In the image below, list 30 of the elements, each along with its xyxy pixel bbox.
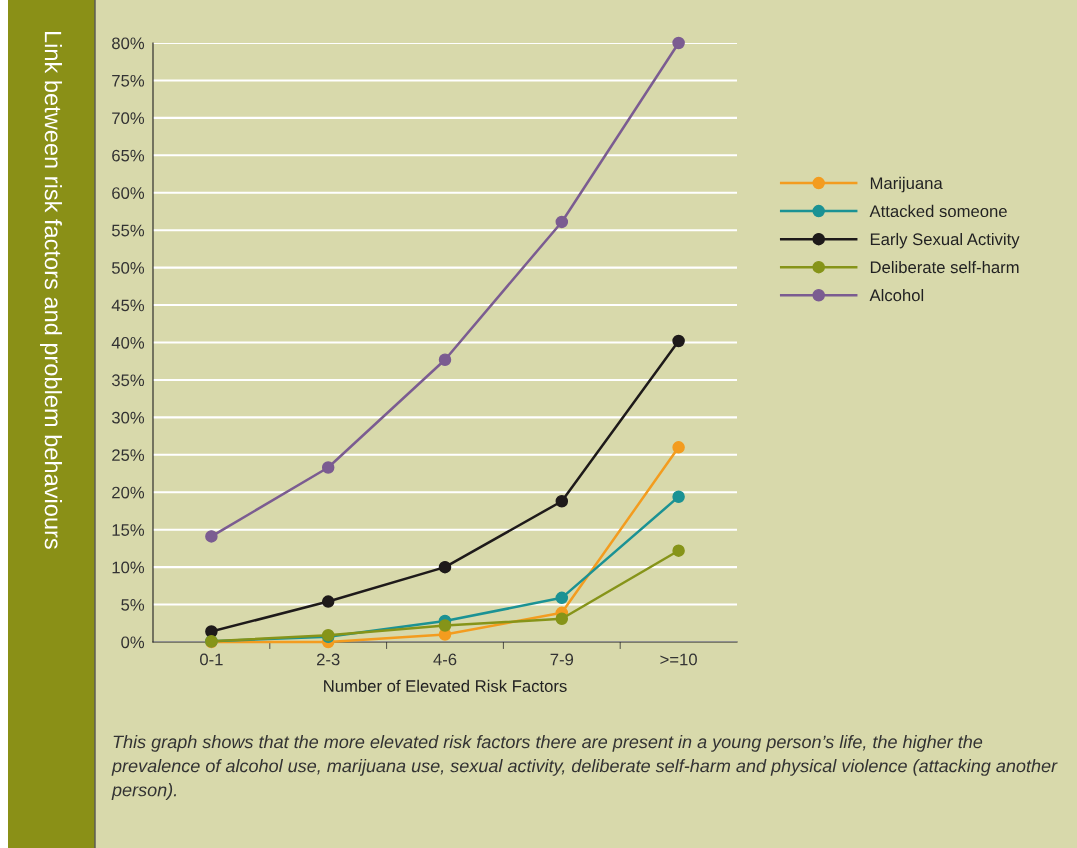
- legend-label: Deliberate self-harm: [870, 260, 1019, 274]
- legend-label: Attacked someone: [869, 204, 1007, 218]
- x-tick-label: 2-3: [317, 653, 340, 666]
- x-axis-title: Number of Elevated Risk Factors: [324, 679, 567, 692]
- y-tick-label: 55%: [111, 224, 145, 237]
- y-tick-label: 80%: [112, 37, 145, 50]
- y-tick-label: 60%: [112, 187, 145, 199]
- text: Link between risk factors and problem behaviours: [40, 31, 62, 549]
- x-tick-label: 7-9: [550, 653, 574, 666]
- legend-label: Marijuana: [870, 176, 943, 193]
- x-tick-label: 4-6: [433, 653, 457, 666]
- y-tick-label: 45%: [111, 299, 145, 312]
- y-tick-label: 70%: [112, 112, 145, 125]
- y-tick-label: 5%: [121, 599, 145, 611]
- y-tick-label: 10%: [112, 561, 145, 574]
- y-tick-label: 35%: [111, 374, 145, 387]
- text: This graph shows that the more elevated risk factors there are present in a young person’s life, the higher the prevalence of alcohol use, marijuana use, sexual activity, deliberate self-harm and physical violence (attacking another person).: [111, 735, 1058, 800]
- y-tick-label: 50%: [111, 262, 145, 274]
- y-tick-label: 25%: [112, 449, 145, 462]
- y-tick-label: 0%: [121, 636, 145, 649]
- y-tick-label: 65%: [112, 149, 145, 162]
- legend-label: Alcohol: [869, 288, 924, 302]
- y-tick-label: 15%: [112, 524, 145, 536]
- y-tick-label: 40%: [111, 336, 145, 349]
- y-tick-label: 30%: [111, 411, 145, 424]
- x-tick-label: >=10: [660, 653, 697, 666]
- y-tick-label: 75%: [112, 74, 145, 87]
- y-tick-label: 20%: [112, 486, 145, 499]
- legend-label: Early Sexual Activity: [870, 232, 1020, 249]
- x-tick-label: 0-1: [200, 653, 223, 666]
